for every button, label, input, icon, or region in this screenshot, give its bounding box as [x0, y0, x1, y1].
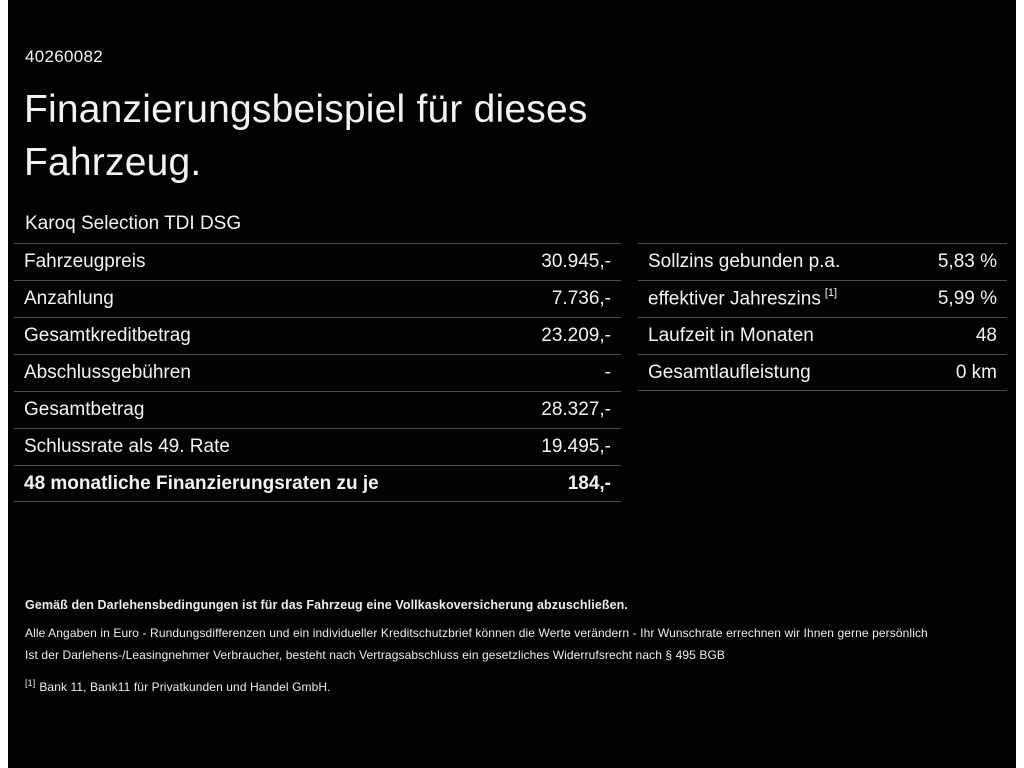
page-title-line1: Finanzierungsbeispiel für dieses — [24, 88, 588, 131]
row-value: 5,83 % — [937, 251, 997, 272]
table-row-anzahlung: Anzahlung 7.736,- — [14, 280, 621, 317]
page-title: Finanzierungsbeispiel für dieses Fahrzeu… — [24, 83, 588, 189]
table-row-gesamtlaufleistung: Gesamtlaufleistung 0 km — [638, 354, 1007, 391]
table-row-laufzeit: Laufzeit in Monaten 48 — [638, 317, 1007, 354]
footnote-bank-text: Bank 11, Bank11 für Privatkunden und Han… — [39, 680, 331, 694]
row-label: Anzahlung — [24, 288, 114, 309]
row-label: 48 monatliche Finanzierungsraten zu je — [24, 472, 379, 494]
table-row-effektiver-jahreszins: effektiver Jahreszins [1] 5,99 % — [638, 280, 1007, 317]
row-label: Sollzins gebunden p.a. — [648, 251, 841, 272]
row-value: - — [604, 362, 611, 383]
table-row-sollzins: Sollzins gebunden p.a. 5,83 % — [638, 243, 1007, 280]
page-edge-left — [0, 0, 8, 768]
table-row-schlussrate: Schlussrate als 49. Rate 19.495,- — [14, 428, 621, 465]
page-edge-right — [1016, 0, 1024, 768]
row-label: Abschlussgebühren — [24, 362, 191, 383]
row-label: Laufzeit in Monaten — [648, 325, 814, 346]
row-label: Gesamtkreditbetrag — [24, 325, 191, 346]
row-value: 7.736,- — [551, 288, 611, 309]
row-label: Fahrzeugpreis — [24, 251, 146, 272]
row-value: 184,- — [567, 472, 611, 494]
row-label: Gesamtlaufleistung — [648, 361, 811, 383]
footnote-insurance: Gemäß den Darlehensbedingungen ist für d… — [25, 598, 628, 612]
row-value: 19.495,- — [541, 436, 611, 457]
financing-table-right: Sollzins gebunden p.a. 5,83 % effektiver… — [638, 243, 1007, 391]
row-value: 30.945,- — [541, 251, 611, 272]
table-row-gesamtbetrag: Gesamtbetrag 28.327,- — [14, 391, 621, 428]
row-value: 0 km — [955, 361, 997, 383]
financing-table-left: Fahrzeugpreis 30.945,- Anzahlung 7.736,-… — [14, 243, 621, 502]
row-label: Gesamtbetrag — [24, 399, 145, 420]
row-label: effektiver Jahreszins [1] — [648, 286, 838, 310]
footnote-bank: [1] Bank 11, Bank11 für Privatkunden und … — [25, 678, 331, 694]
footnote-withdrawal: Ist der Darlehens-/Leasingnehmer Verbrau… — [25, 648, 726, 662]
table-row-gesamtkreditbetrag: Gesamtkreditbetrag 23.209,- — [14, 317, 621, 354]
vehicle-name: Karoq Selection TDI DSG — [25, 213, 242, 234]
row-value: 48 — [975, 325, 997, 346]
row-value: 5,99 % — [937, 288, 997, 309]
row-value: 28.327,- — [541, 399, 611, 420]
footnote-disclaimer: Alle Angaben in Euro - Rundungsdifferenz… — [25, 626, 928, 640]
page-title-line2: Fahrzeug. — [24, 141, 202, 184]
footnote-marker: [1] — [824, 286, 838, 299]
row-value: 23.209,- — [541, 325, 611, 346]
footnote-ref-mark: [1] — [25, 678, 36, 688]
table-row-monatsrate: 48 monatliche Finanzierungsraten zu je 1… — [14, 465, 621, 502]
offer-id: 40260082 — [25, 47, 104, 66]
table-row-abschlussgebuehren: Abschlussgebühren - — [14, 354, 621, 391]
table-row-fahrzeugpreis: Fahrzeugpreis 30.945,- — [14, 243, 621, 280]
row-label: Schlussrate als 49. Rate — [24, 436, 230, 457]
